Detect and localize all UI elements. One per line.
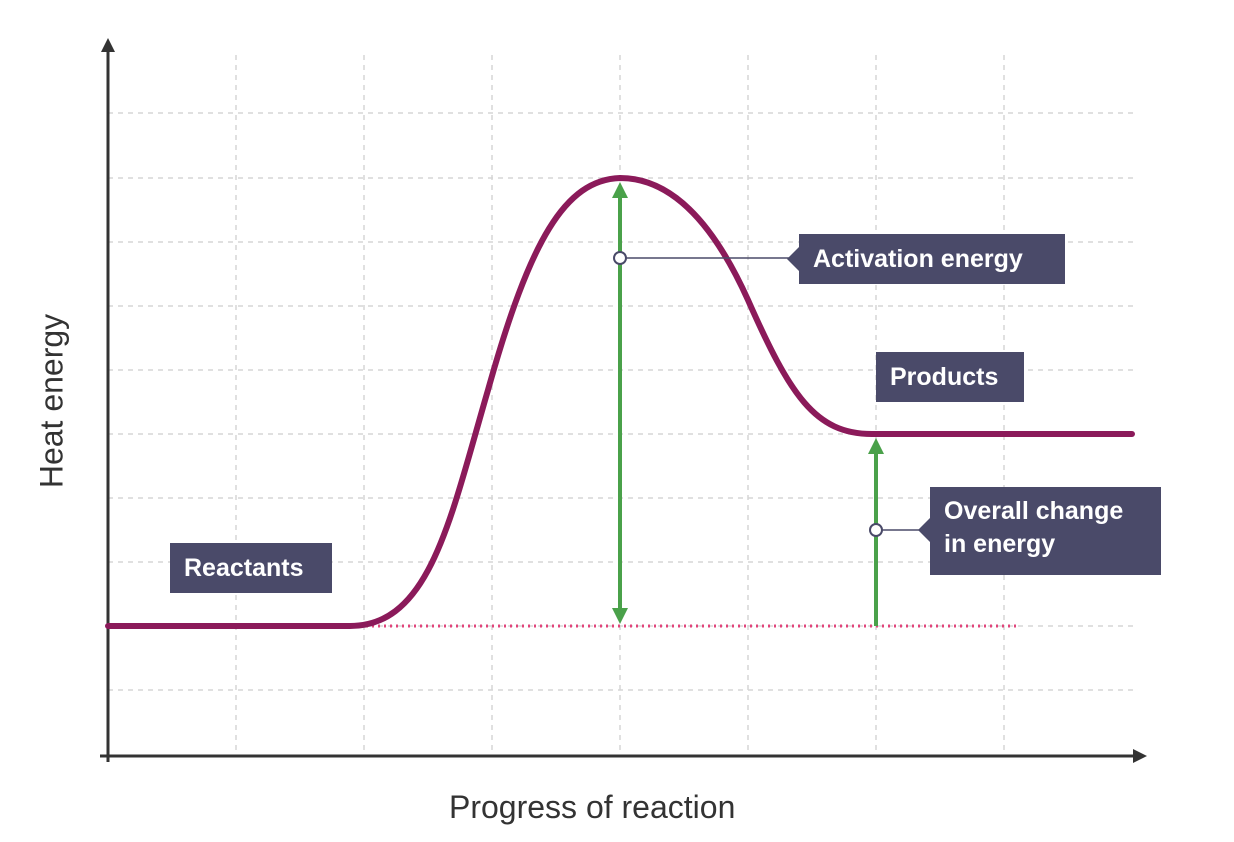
energy-curve: [105, 174, 1135, 629]
activation-energy-text: Activation energy: [813, 245, 1023, 273]
activation-arrow-head-up: [612, 182, 628, 198]
axes: [100, 38, 1147, 763]
overall-change-callout: Overall change in energy: [918, 487, 1161, 575]
reactants-text: Reactants: [184, 554, 304, 582]
reactants-label: Reactants: [170, 543, 332, 593]
activation-arrow-head-down: [612, 608, 628, 624]
overall-arrow-head-up: [868, 438, 884, 454]
x-axis-label: Progress of reaction: [449, 789, 736, 825]
overall-change-text-line1: Overall change: [944, 497, 1124, 525]
activation-leader-dot: [613, 251, 627, 265]
activation-energy-arrow: [612, 182, 628, 624]
y-axis-label: Heat energy: [33, 313, 70, 489]
overall-change-arrow: [868, 438, 884, 626]
products-text: Products: [890, 363, 999, 391]
activation-energy-callout: Activation energy: [787, 234, 1065, 284]
y-axis-arrowhead: [101, 38, 115, 52]
overall-change-text-line2: in energy: [944, 530, 1056, 558]
callout-leaders: [613, 251, 922, 537]
overall-leader-dot: [869, 523, 883, 537]
products-label: Products: [876, 352, 1024, 402]
x-axis-arrowhead: [1133, 749, 1147, 763]
